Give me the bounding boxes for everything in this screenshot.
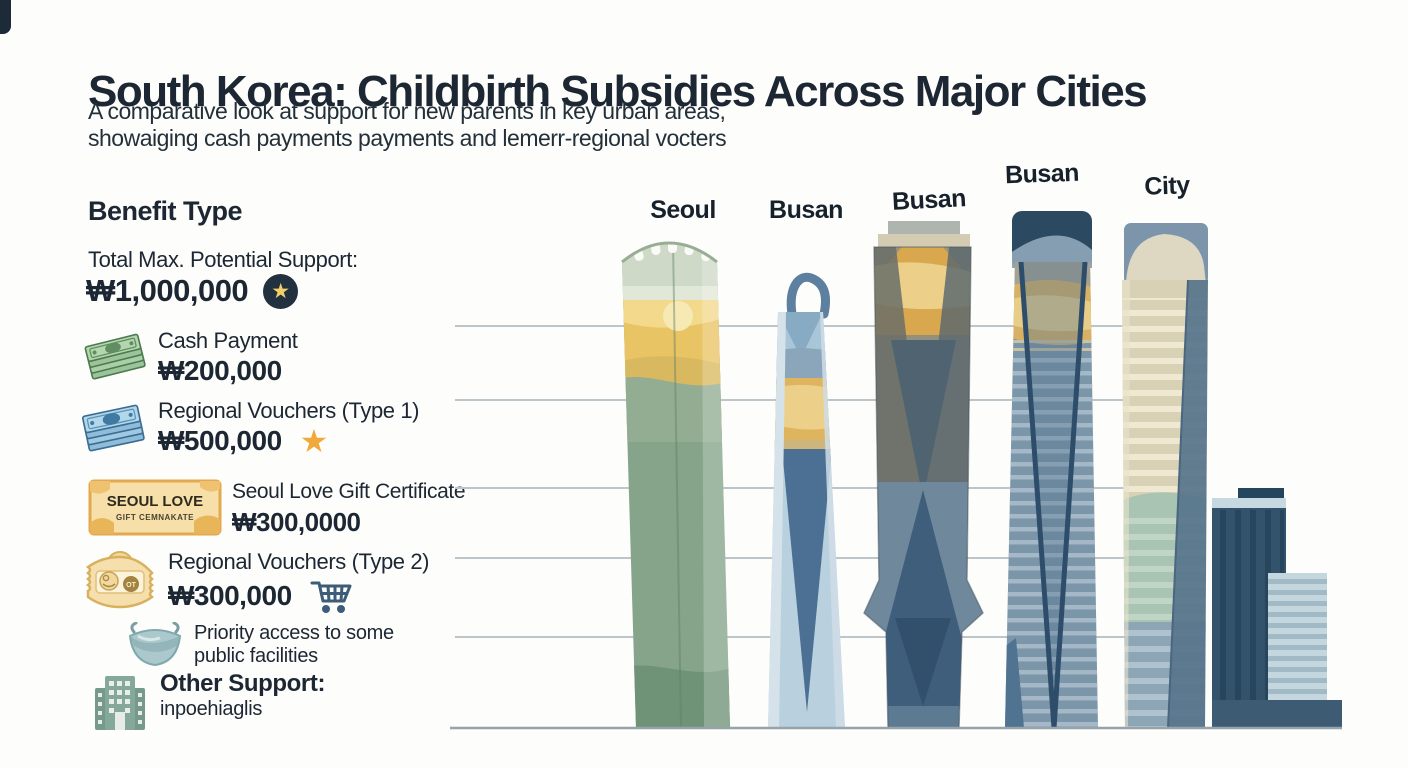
legend-item-value: ₩300,0000 [232, 507, 361, 537]
city-label-busan-3: Busan [1004, 158, 1080, 190]
legend-item-cash-payment: Cash Payment ₩200,000 [84, 328, 298, 388]
tower-city [1122, 223, 1208, 728]
city-label-seoul: Seoul [650, 196, 716, 224]
tower-seoul [621, 241, 730, 728]
legend-item-other-support: Other Support: inpoehiaglis [92, 670, 325, 732]
shopping-cart-icon [310, 581, 352, 613]
bowl-icon [128, 622, 182, 667]
building-icon [95, 676, 145, 730]
ticket-ot-text: OT [126, 582, 136, 589]
page-subtitle: A comparative look at support for new pa… [88, 98, 727, 152]
subtitle-line-1: A comparative look at support for new pa… [88, 98, 726, 124]
city-label-busan-2: Busan [891, 184, 967, 216]
city-label-city: City [1143, 171, 1191, 201]
legend-item-label: Cash Payment [158, 328, 298, 353]
legend-item-priority-access: Priority access to some public facilitie… [126, 622, 422, 670]
legend-item-label: Regional Vouchers (Type 1) [158, 398, 420, 423]
corner-mark [0, 0, 11, 34]
cash-stack-blue-icon [81, 404, 145, 452]
legend-item-value: ₩200,000 [158, 355, 282, 386]
certificate-title-text: SEOUL LOVE [107, 493, 203, 510]
legend-item-value: inpoehiaglis [160, 698, 263, 720]
page-title: South Korea: Childbirth Subsidies Across… [88, 67, 1148, 117]
legend-item-gift-certificate: SEOUL LOVE GIFT CEMNAKATE Seoul Love Gif… [88, 479, 466, 539]
star-in-circle-icon: ★ [263, 273, 299, 309]
small-buildings [1212, 488, 1342, 728]
legend-item-vouchers-type1: Regional Vouchers (Type 1) ₩500,000 ★ [80, 398, 419, 460]
gift-certificate-icon: SEOUL LOVE GIFT CEMNAKATE [88, 479, 222, 536]
legend-heading: Benefit Type [88, 196, 243, 226]
city-towers-illustration [450, 211, 1342, 730]
legend-item-vouchers-type2: OT Regional Vouchers (Type 2) ₩300,000 [82, 549, 429, 617]
tower-busan-2 [863, 221, 984, 729]
subtitle-line-2: showaiging cash payments payments and le… [88, 125, 727, 151]
total-support-value: ₩1,000,000 [86, 273, 249, 308]
star-icon: ★ [299, 423, 329, 459]
total-support-label: Total Max. Potential Support: [88, 247, 358, 272]
voucher-ticket-icon: OT [85, 551, 155, 609]
certificate-subtitle-text: GIFT CEMNAKATE [116, 513, 194, 522]
tower-busan-3 [1005, 211, 1098, 728]
legend-item-label: Priority access to some public facilitie… [194, 622, 394, 667]
cash-stack-green-icon [84, 333, 146, 380]
legend-item-label: Other Support: [160, 670, 326, 697]
legend-item-label: Seoul Love Gift Certificate [232, 480, 466, 503]
city-label-busan-1: Busan [769, 196, 843, 224]
legend-item-label: Regional Vouchers (Type 2) [168, 549, 430, 574]
tower-busan-1 [768, 272, 845, 728]
legend-item-value: ₩300,000 [168, 580, 292, 611]
legend-item-value: ₩500,000 [158, 425, 282, 456]
total-support-row: ₩1,000,000 ★ [86, 273, 299, 309]
